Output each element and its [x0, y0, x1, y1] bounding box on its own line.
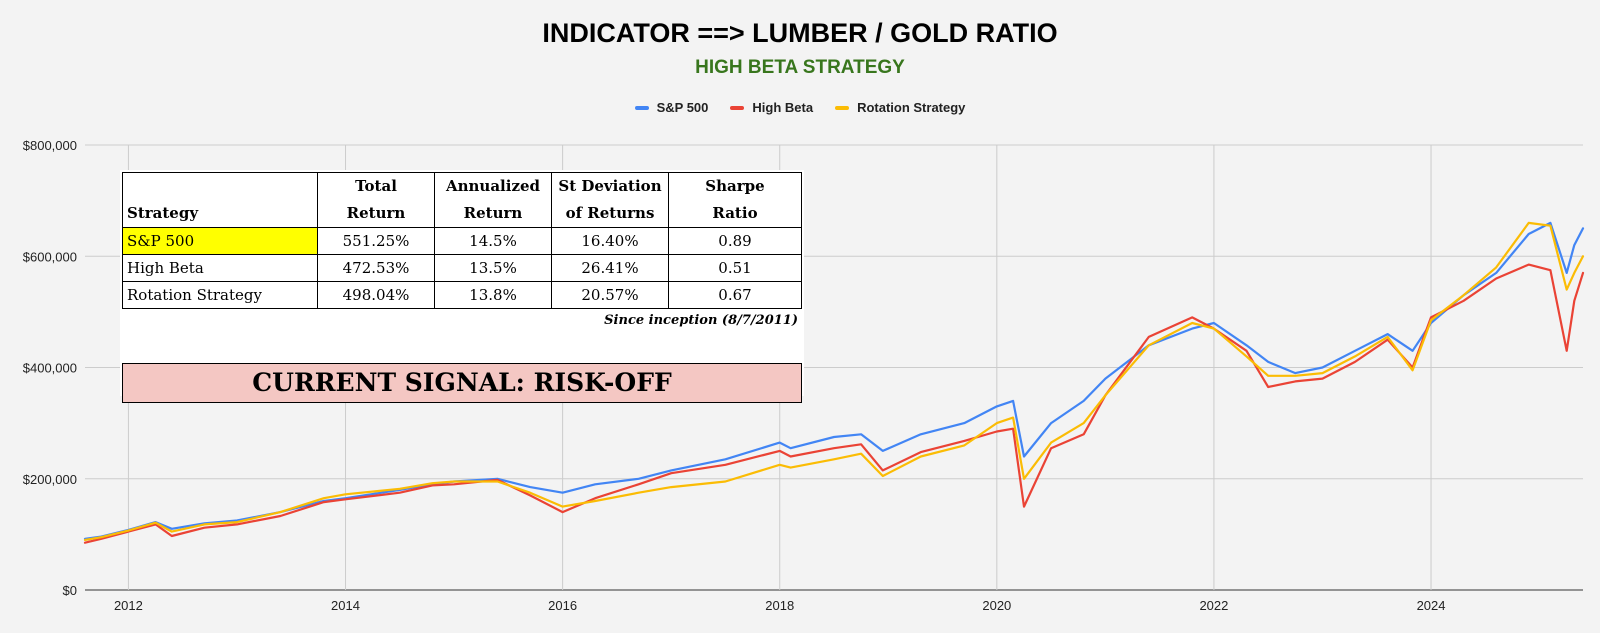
legend-item-sp500[interactable]: S&P 500 — [634, 100, 709, 115]
y-tick-label: $600,000 — [23, 249, 77, 264]
cell-strategy: S&P 500 — [122, 227, 318, 255]
header-annualized-return: Annualized Return — [434, 172, 552, 228]
x-tick-label: 2024 — [1417, 598, 1446, 613]
cell-total-return: 472.53% — [317, 254, 435, 282]
legend-swatch-high-beta — [730, 105, 745, 110]
legend-label-rotation: Rotation Strategy — [857, 100, 966, 115]
y-tick-label: $400,000 — [23, 361, 77, 376]
cell-sharpe-ratio: 0.51 — [668, 254, 802, 282]
header-strategy: Strategy — [122, 172, 318, 228]
table-row: High Beta 472.53% 13.5% 26.41% 0.51 — [122, 254, 802, 282]
cell-annualized-return: 13.5% — [434, 254, 552, 282]
x-tick-label: 2020 — [982, 598, 1011, 613]
cell-total-return: 551.25% — [317, 227, 435, 255]
y-tick-label: $200,000 — [23, 472, 77, 487]
cell-st-deviation: 26.41% — [551, 254, 669, 282]
x-tick-label: 2014 — [331, 598, 360, 613]
y-tick-label: $0 — [63, 583, 77, 598]
legend-swatch-sp500 — [634, 105, 649, 110]
chart-subtitle: HIGH BETA STRATEGY — [695, 57, 905, 78]
x-tick-label: 2022 — [1199, 598, 1228, 613]
legend-item-rotation[interactable]: Rotation Strategy — [835, 100, 965, 115]
x-tick-label: 2012 — [114, 598, 143, 613]
performance-panel: Strategy Total Return Annualized Return St… — [120, 170, 804, 403]
cell-st-deviation: 16.40% — [551, 227, 669, 255]
table-row: Rotation Strategy 498.04% 13.8% 20.57% 0… — [122, 281, 802, 309]
legend-label-high-beta: High Beta — [752, 100, 814, 115]
cell-strategy: High Beta — [122, 254, 318, 282]
cell-sharpe-ratio: 0.67 — [668, 281, 802, 309]
legend-label-sp500: S&P 500 — [656, 100, 709, 115]
cell-strategy: Rotation Strategy — [122, 281, 318, 309]
cell-annualized-return: 13.8% — [434, 281, 552, 309]
table-row: S&P 500 551.25% 14.5% 16.40% 0.89 — [122, 227, 802, 255]
chart-legend: S&P 500 High Beta Rotation Strategy — [0, 100, 1600, 115]
header-total-return: Total Return — [317, 172, 435, 228]
cell-sharpe-ratio: 0.89 — [668, 227, 802, 255]
legend-swatch-rotation — [835, 105, 850, 110]
x-tick-label: 2016 — [548, 598, 577, 613]
cell-total-return: 498.04% — [317, 281, 435, 309]
header-sharpe-ratio: Sharpe Ratio — [668, 172, 802, 228]
cell-annualized-return: 14.5% — [434, 227, 552, 255]
cell-st-deviation: 20.57% — [551, 281, 669, 309]
chart-title: INDICATOR ==> LUMBER / GOLD RATIO — [542, 18, 1058, 48]
table-header-row: Strategy Total Return Annualized Return St… — [122, 172, 802, 228]
x-tick-label: 2018 — [765, 598, 794, 613]
current-signal-banner: CURRENT SIGNAL: RISK-OFF — [122, 363, 802, 403]
performance-table: Strategy Total Return Annualized Return St… — [122, 172, 802, 309]
series-line-rotation-strategy — [83, 221, 1585, 542]
y-tick-label: $800,000 — [23, 138, 77, 153]
since-inception-note: Since inception (8/7/2011) — [604, 313, 798, 328]
header-st-deviation: St Deviation of Returns — [551, 172, 669, 228]
legend-item-high-beta[interactable]: High Beta — [730, 100, 813, 115]
